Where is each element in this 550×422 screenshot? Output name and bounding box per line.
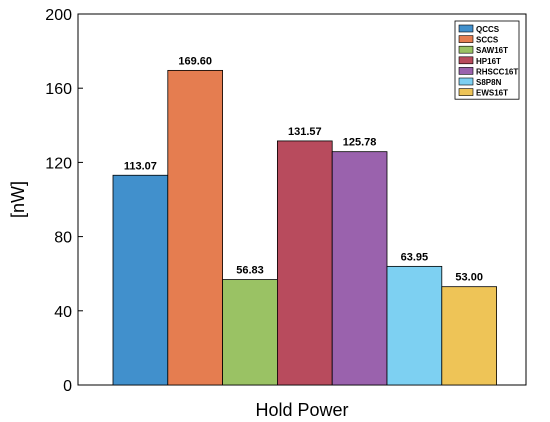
data-label-hp16t: 131.57 [288,126,322,138]
data-label-rhscc16t: 125.78 [343,137,377,149]
legend-swatch-rhscc16t [458,67,474,75]
legend-swatch-saw16t [458,45,474,54]
y-axis-title: [nW] [8,181,28,218]
data-labels-group: 113.07 169.60 56.83 131.57 125.78 63.95 53.00 [124,55,483,283]
y-tick-label: 80 [54,230,72,247]
legend-swatch-qccs [458,24,474,33]
legend-swatch-sccs [458,35,474,43]
data-label-ews16t: 53.00 [455,272,483,284]
bar-hp16t [276,140,333,386]
data-label-sccs: 169.60 [178,55,212,67]
bar-saw16t [222,279,278,386]
y-tick-label: 0 [63,378,72,395]
y-tick-label: 160 [45,81,72,98]
data-label-s8p8n: 63.95 [401,251,429,263]
y-tick-label: 120 [45,155,72,172]
bars-group [112,69,497,386]
legend-swatch-s8p8n [458,77,474,86]
y-tick-label: 200 [45,7,72,24]
legend-label-hp16t: HP16T [476,57,501,66]
bar-rhscc16t [331,151,388,386]
legend-swatch-hp16t [458,56,474,65]
bar-ews16t [441,286,497,386]
y-tick-label: 40 [54,304,72,321]
legend-label-qccs: QCCS [476,25,500,34]
legend-swatch-ews16t [458,88,474,96]
legend-label-saw16t: SAW16T [476,46,508,55]
legend-label-rhscc16t: RHSCC16T [476,67,518,76]
bar-qccs [112,174,169,386]
legend-label-ews16t: EWS16T [476,89,508,98]
bar-sccs [167,69,224,386]
bar-s8p8n [386,265,443,386]
legend-label-sccs: SCCS [476,36,499,45]
data-label-qccs: 113.07 [124,160,157,172]
legend-label-s8p8n: S8P8N [476,78,502,87]
y-axis: 0 40 80 120 160 200 [45,7,83,395]
data-label-saw16t: 56.83 [236,265,264,277]
x-axis-title: Hold Power [255,400,348,420]
